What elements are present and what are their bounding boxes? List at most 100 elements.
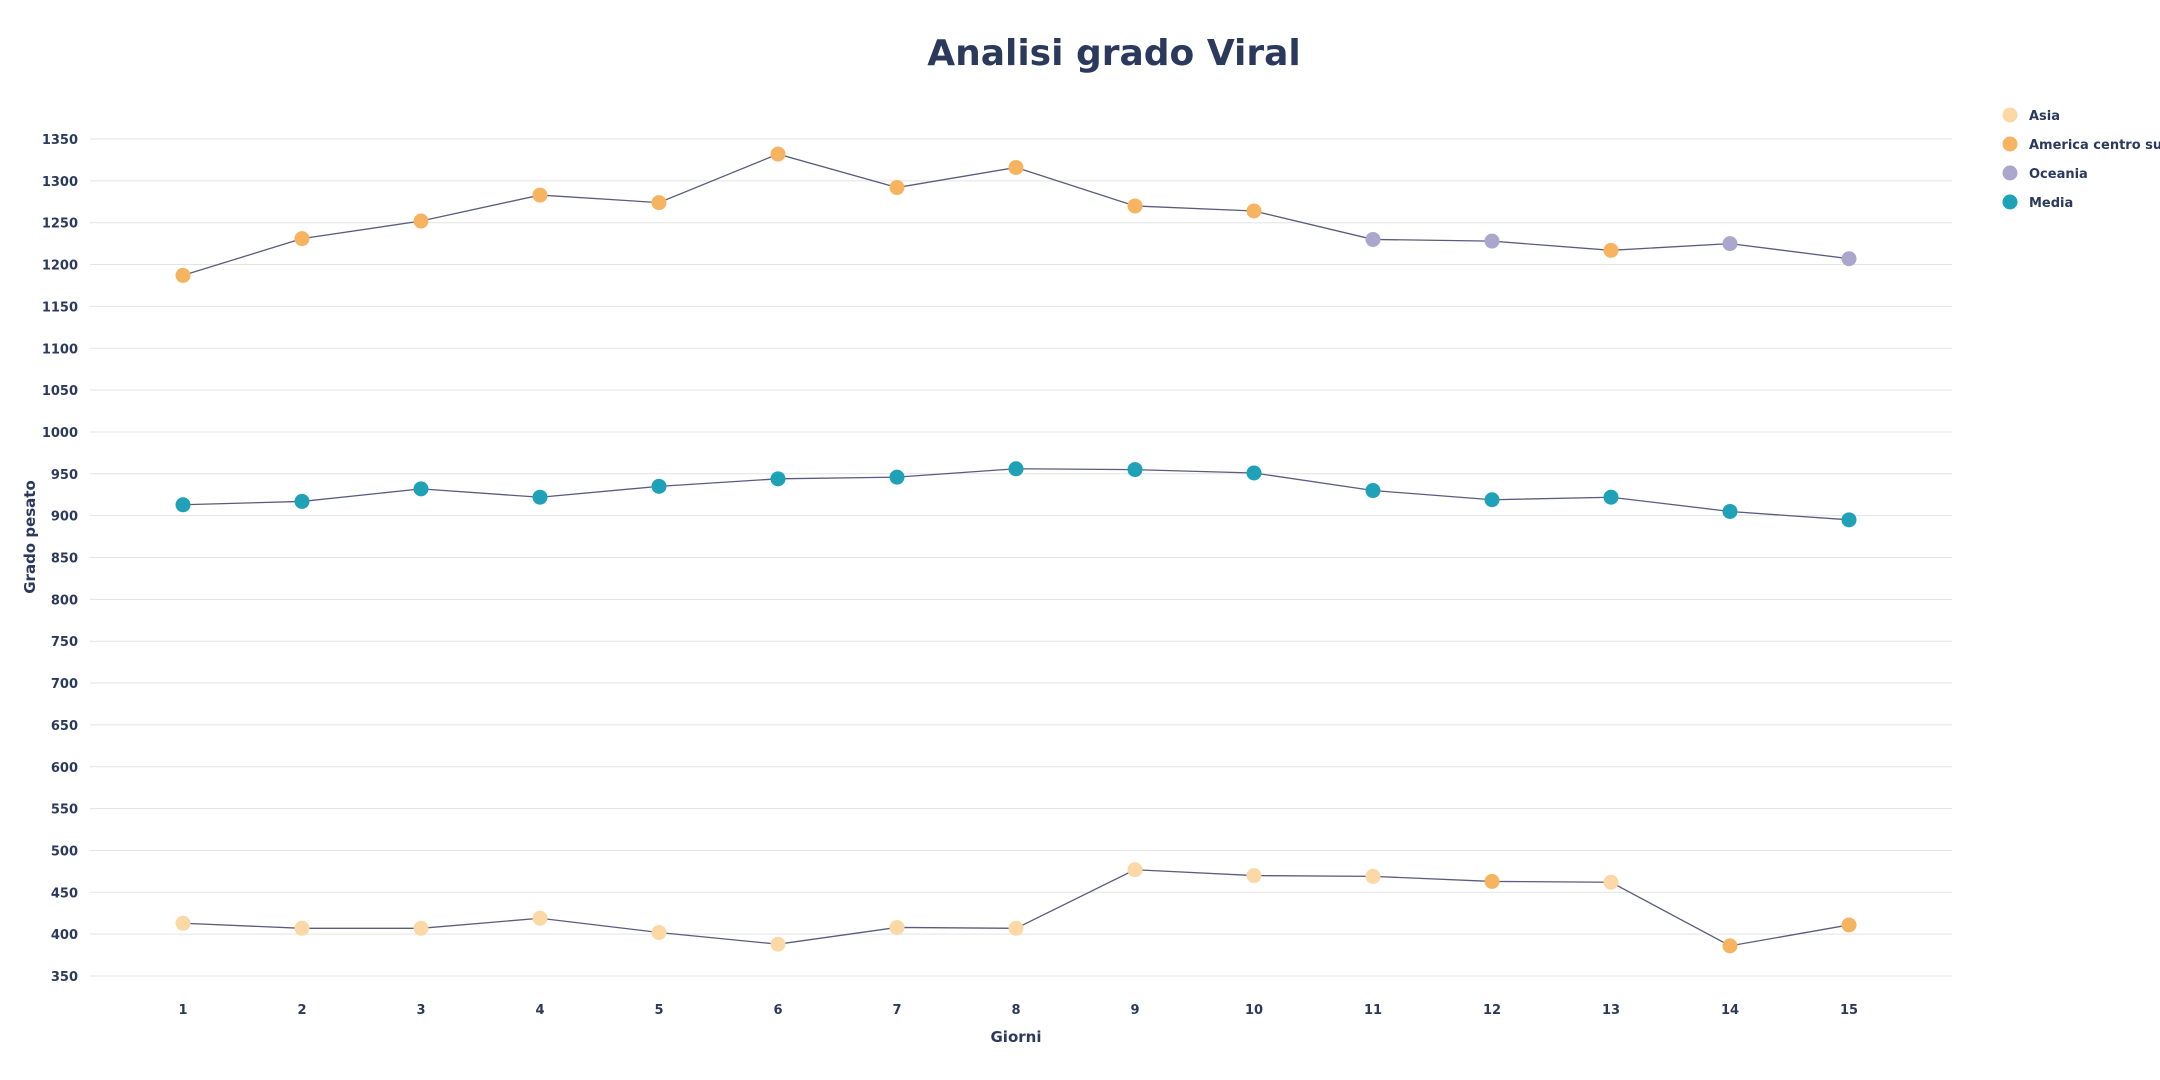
data-point [1841, 251, 1857, 267]
data-point [1603, 242, 1619, 258]
y-tick-label: 700 [51, 677, 78, 692]
x-axis-label: Giorni [991, 1028, 1042, 1046]
y-tick-label: 900 [51, 510, 78, 525]
x-tick-label: 5 [654, 1003, 663, 1018]
x-tick-label: 3 [416, 1003, 425, 1018]
x-tick-label: 4 [535, 1003, 544, 1018]
y-tick-label: 400 [51, 928, 78, 943]
data-point [1008, 461, 1024, 477]
data-point [175, 497, 191, 513]
data-point [1841, 917, 1857, 933]
legend-label: Asia [2029, 109, 2060, 124]
x-tick-label: 7 [892, 1003, 901, 1018]
x-tick-label: 9 [1130, 1003, 1139, 1018]
data-point [1127, 198, 1143, 214]
x-tick-label: 12 [1483, 1003, 1501, 1018]
data-point [1365, 231, 1381, 247]
y-tick-label: 1000 [42, 426, 78, 441]
y-tick-label: 850 [51, 552, 78, 567]
data-point [532, 187, 548, 203]
y-tick-label: 1250 [42, 217, 78, 232]
data-point [770, 471, 786, 487]
x-tick-label: 2 [297, 1003, 306, 1018]
x-tick-label: 13 [1602, 1003, 1620, 1018]
y-axis-label: Grado pesato [21, 480, 39, 594]
data-point [1246, 868, 1262, 884]
y-tick-label: 800 [51, 593, 78, 608]
data-point [1484, 492, 1500, 508]
data-point [1246, 465, 1262, 481]
y-tick-label: 450 [51, 886, 78, 901]
chart-title: Analisi grado Viral [927, 33, 1301, 74]
data-point [1365, 483, 1381, 499]
legend-marker [2002, 194, 2018, 210]
y-tick-label: 1350 [42, 133, 78, 148]
x-tick-label: 10 [1245, 1003, 1263, 1018]
data-point [770, 146, 786, 162]
x-tick-label: 6 [773, 1003, 782, 1018]
data-point [770, 936, 786, 952]
grid [90, 138, 1952, 977]
data-point [1484, 233, 1500, 249]
data-point [294, 920, 310, 936]
series-line [182, 468, 1850, 521]
series-lines [182, 153, 1850, 947]
data-point [1127, 462, 1143, 478]
x-axis-ticks: 1 2 3 4 5 6 7 8 9 10 11 12 13 14 15 [178, 1003, 1858, 1018]
y-tick-label: 550 [51, 803, 78, 818]
data-point [413, 920, 429, 936]
y-tick-label: 650 [51, 719, 78, 734]
y-tick-label: 1150 [42, 300, 78, 315]
y-tick-label: 500 [51, 844, 78, 859]
data-point [413, 213, 429, 229]
data-point [294, 231, 310, 247]
data-point [1603, 489, 1619, 505]
data-point [175, 915, 191, 931]
legend-marker [2002, 136, 2018, 152]
data-point [1722, 236, 1738, 252]
legend-marker [2002, 107, 2018, 123]
y-tick-label: 350 [51, 970, 78, 985]
x-tick-label: 14 [1721, 1003, 1739, 1018]
x-tick-label: 8 [1011, 1003, 1020, 1018]
y-tick-label: 1200 [42, 259, 78, 274]
y-tick-label: 750 [51, 635, 78, 650]
data-point [1365, 868, 1381, 884]
data-point [889, 180, 905, 196]
x-tick-label: 1 [178, 1003, 187, 1018]
data-point [413, 481, 429, 497]
legend-marker [2002, 165, 2018, 181]
data-point [1008, 159, 1024, 175]
data-point [1722, 503, 1738, 519]
series-points [175, 146, 1857, 954]
data-point [1722, 938, 1738, 954]
data-point [889, 919, 905, 935]
data-point [889, 469, 905, 485]
data-point [651, 478, 667, 494]
x-tick-label: 15 [1840, 1003, 1858, 1018]
data-point [532, 910, 548, 926]
data-point [1127, 862, 1143, 878]
data-point [1603, 874, 1619, 890]
data-point [651, 195, 667, 211]
data-point [651, 924, 667, 940]
data-point [294, 493, 310, 509]
data-point [1841, 512, 1857, 528]
legend-label: Oceania [2029, 167, 2088, 182]
y-tick-label: 600 [51, 761, 78, 776]
x-tick-label: 11 [1364, 1003, 1382, 1018]
legend: Asia America centro sud Oceania Media [2002, 107, 2160, 211]
data-point [175, 267, 191, 283]
data-point [1246, 203, 1262, 219]
legend-label: Media [2029, 196, 2073, 211]
data-point [532, 489, 548, 505]
legend-label: America centro sud [2029, 138, 2160, 153]
y-tick-label: 950 [51, 468, 78, 483]
y-axis-ticks: 350 400 450 500 550 600 650 700 750 800 850 900 950 1… [42, 133, 78, 985]
y-tick-label: 1100 [42, 342, 78, 357]
data-point [1484, 873, 1500, 889]
y-tick-label: 1300 [42, 175, 78, 190]
y-tick-label: 1050 [42, 384, 78, 399]
data-point [1008, 920, 1024, 936]
